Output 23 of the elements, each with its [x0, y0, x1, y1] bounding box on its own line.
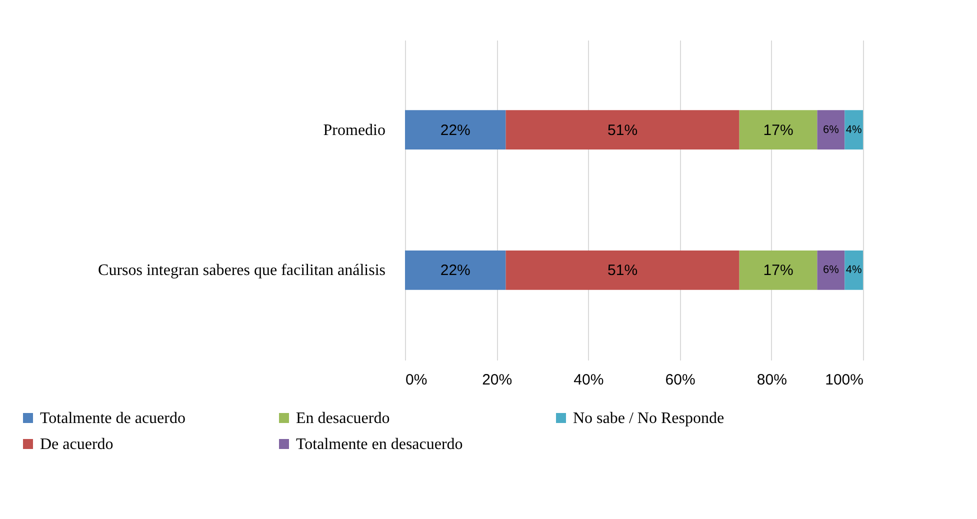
data-label: 4% [846, 124, 862, 136]
data-label: 51% [608, 262, 638, 280]
legend-label: Totalmente en desacuerdo [296, 436, 463, 453]
x-tick-label: 100% [825, 372, 864, 388]
data-label: 6% [822, 124, 840, 136]
y-tick-label: Cursos integran saberes que facilitan análisis [98, 262, 386, 280]
data-label: 51% [608, 122, 638, 139]
legend-label: No sabe / No Responde [573, 410, 724, 427]
data-label: 22% [440, 262, 470, 280]
x-tick-label: 0% [406, 372, 428, 388]
data-label: 22% [440, 122, 470, 139]
x-tick-label: 20% [482, 372, 512, 388]
legend-label: En desacuerdo [296, 410, 390, 427]
legend-label: De acuerdo [40, 436, 114, 453]
data-label: 17% [763, 262, 794, 280]
x-tick-label: 80% [756, 372, 787, 388]
legend-label: Totalmente de acuerdo [40, 410, 186, 427]
x-tick-label: 40% [574, 372, 604, 388]
y-tick-label: Promedio [323, 122, 386, 139]
data-label: 6% [822, 264, 840, 276]
x-tick-label: 60% [665, 372, 696, 388]
data-label: 4% [846, 264, 862, 276]
data-label: 17% [763, 122, 794, 139]
